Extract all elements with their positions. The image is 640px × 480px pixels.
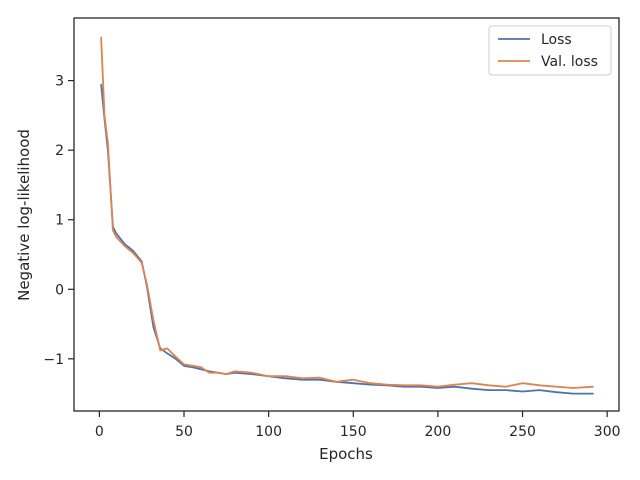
x-tick-label: 150 <box>340 424 367 440</box>
y-tick-label: 3 <box>55 74 64 90</box>
series-line-1 <box>100 36 594 389</box>
y-tick-label: −1 <box>43 352 64 368</box>
x-tick-label: 50 <box>175 424 193 440</box>
legend: Loss Val. loss <box>488 25 612 76</box>
legend-label-loss: Loss <box>541 32 572 48</box>
x-tick-label: 100 <box>255 424 282 440</box>
x-axis-label: Epochs <box>319 445 373 463</box>
axes-frame <box>73 17 620 412</box>
x-tick-label: 0 <box>95 424 104 440</box>
series-line-0 <box>100 84 594 395</box>
legend-label-val-loss: Val. loss <box>541 54 598 70</box>
x-tick-label: 250 <box>509 424 536 440</box>
x-tick-label: 300 <box>594 424 621 440</box>
y-tick-label: 0 <box>55 282 64 298</box>
x-tick-label: 200 <box>425 424 452 440</box>
plot-lines <box>100 36 594 395</box>
x-axis: 0 50 100 150 200 250 300 <box>95 411 621 440</box>
y-tick-label: 2 <box>55 143 64 159</box>
y-tick-label: 1 <box>55 213 64 229</box>
y-axis: −1 0 1 2 3 <box>43 74 74 368</box>
y-axis-label: Negative log-likelihood <box>15 129 33 301</box>
